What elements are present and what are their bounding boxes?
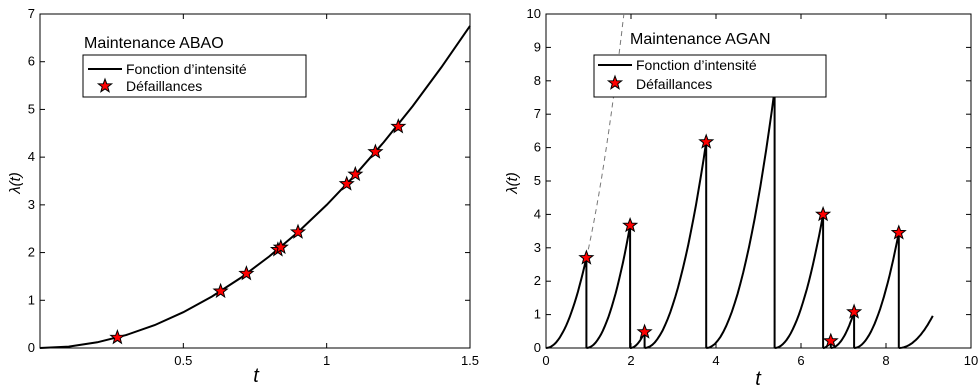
y-axis-label-abao: λ(t) [7, 172, 24, 195]
x-tick-label-agan-2: 4 [712, 353, 719, 368]
x-axis-label-abao: t [253, 365, 260, 387]
legend-star-agan [606, 74, 624, 90]
failure-point-abao-4 [272, 238, 289, 255]
legend-abao: Fonction d’intensité Défaillances [82, 54, 307, 98]
y-tick-label-agan-2: 2 [534, 273, 541, 288]
y-tick-label-abao-4: 4 [28, 149, 35, 164]
x-tick-label-agan-1: 2 [627, 353, 634, 368]
y-tick-label-agan-6: 6 [534, 140, 541, 155]
x-tick-label-agan-5: 10 [964, 353, 978, 368]
y-axis-label-agan: λ(t) [504, 172, 521, 195]
x-ticks-abao: 0.5 1 1.5 [174, 14, 479, 368]
x-tick-label-abao-2: 1.5 [461, 353, 479, 368]
y-tick-label-abao-1: 1 [28, 292, 35, 307]
failure-point-agan-2 [636, 323, 653, 339]
legend-star-abao [96, 77, 114, 93]
legend-label-failures-abao: Défaillances [126, 78, 202, 94]
chart-title-agan: Maintenance AGAN [630, 31, 771, 48]
failure-point-agan-5 [815, 205, 832, 222]
legend-label-intensity-abao: Fonction d’intensité [126, 61, 247, 77]
failure-point-abao-0 [109, 329, 126, 345]
failure-point-abao-1 [212, 282, 229, 299]
failure-point-abao-2 [238, 265, 255, 281]
y-tick-label-agan-10: 10 [527, 6, 541, 21]
y-tick-label-agan-5: 5 [534, 173, 541, 188]
x-ticks-agan: 0 2 4 6 8 10 [542, 14, 978, 368]
x-tick-label-abao-1: 1 [323, 353, 330, 368]
y-tick-label-agan-0: 0 [534, 340, 541, 355]
y-tick-label-agan-9: 9 [534, 39, 541, 54]
chart-agan: 0 1 2 3 4 5 6 7 8 9 10 0 2 4 6 8 10 Maintenance AGAN Fo… [504, 6, 978, 387]
failure-point-abao-6 [338, 175, 355, 191]
failure-point-agan-7 [846, 303, 863, 319]
y-tick-label-agan-3: 3 [534, 240, 541, 255]
y-tick-label-abao-5: 5 [28, 101, 35, 116]
y-tick-label-abao-2: 2 [28, 245, 35, 260]
y-tick-label-agan-7: 7 [534, 106, 541, 121]
legend-box-agan [593, 54, 827, 98]
chart-abao: 0 1 2 3 4 5 6 7 0.5 1 1.5 Maintenance ABAO Foncti… [7, 6, 479, 387]
dashed-reference-curve-agan [585, 13, 625, 259]
failure-point-abao-8 [367, 143, 384, 159]
y-tick-label-abao-0: 0 [28, 340, 35, 355]
y-ticks-agan: 0 1 2 3 4 5 6 7 8 9 10 [527, 6, 971, 355]
y-tick-label-abao-3: 3 [28, 197, 35, 212]
y-tick-label-abao-7: 7 [28, 6, 35, 21]
failure-point-agan-0 [578, 249, 595, 265]
x-axis-label-agan: t [755, 368, 762, 387]
x-tick-label-abao-0: 0.5 [174, 353, 192, 368]
failure-point-abao-7 [347, 165, 364, 182]
legend-star-swatch-abao [96, 77, 114, 93]
legend-agan: Fonction d’intensité Défaillances [593, 54, 827, 98]
failure-point-agan-3 [698, 133, 715, 149]
legend-label-intensity-agan: Fonction d’intensité [636, 57, 757, 73]
y-tick-label-agan-4: 4 [534, 206, 541, 221]
chart-title-abao: Maintenance ABAO [84, 35, 224, 52]
legend-label-failures-agan: Défaillances [636, 76, 712, 92]
x-tick-label-agan-4: 8 [882, 353, 889, 368]
failure-point-abao-9 [390, 118, 407, 134]
legend-box-abao [82, 54, 307, 98]
x-tick-label-agan-3: 6 [797, 353, 804, 368]
failure-point-abao-5 [289, 223, 307, 239]
failure-point-agan-1 [622, 216, 639, 233]
failure-markers-abao [109, 118, 407, 345]
y-tick-label-agan-8: 8 [534, 73, 541, 88]
x-tick-label-agan-0: 0 [542, 353, 549, 368]
failure-point-agan-8 [890, 224, 907, 240]
failure-point-agan-6 [822, 332, 839, 348]
y-tick-label-abao-6: 6 [28, 54, 35, 69]
y-tick-label-agan-1: 1 [534, 307, 541, 322]
legend-star-swatch-agan [606, 74, 624, 90]
